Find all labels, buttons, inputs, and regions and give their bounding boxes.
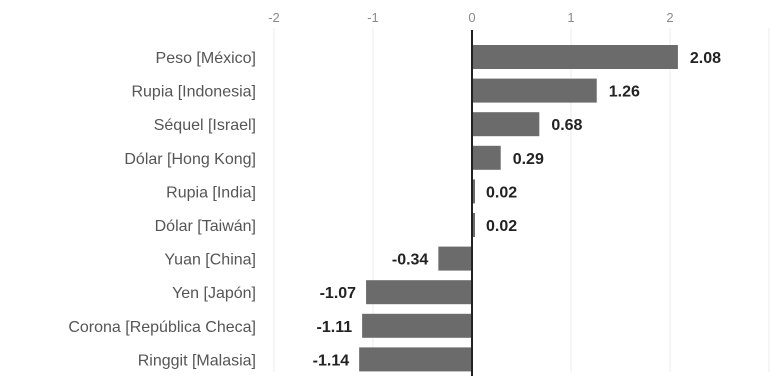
category-label: Séquel [Israel]: [154, 117, 256, 134]
bar: [359, 347, 472, 372]
data-label: -1.14: [313, 352, 350, 369]
x-tick-label: 2: [666, 10, 673, 25]
x-tick-label: -1: [367, 10, 379, 25]
data-label: 0.68: [551, 117, 582, 134]
data-label: -1.11: [317, 319, 353, 336]
data-label: 0.29: [513, 151, 544, 168]
data-label: -1.07: [320, 285, 357, 302]
data-label: 0.02: [486, 218, 517, 235]
bar: [472, 179, 475, 204]
bar: [438, 246, 472, 271]
category-label: Rupia [Indonesia]: [131, 84, 256, 101]
bar: [472, 213, 475, 237]
category-label: Peso [México]: [156, 50, 256, 67]
category-label: Dólar [Hong Kong]: [124, 151, 256, 168]
data-label: 1.26: [609, 84, 640, 101]
data-label: 0.02: [486, 184, 517, 201]
category-label: Rupia [India]: [166, 184, 256, 201]
category-label: Yuan [China]: [164, 252, 256, 269]
bar: [472, 78, 597, 103]
bar: [472, 145, 501, 170]
bar: [472, 45, 678, 69]
category-label: Yen [Japón]: [172, 285, 256, 302]
data-label: -0.34: [392, 252, 429, 269]
bar: [366, 280, 472, 305]
bar: [472, 112, 540, 137]
bar: [362, 313, 472, 338]
x-tick-label: -2: [268, 10, 280, 25]
category-label: Dólar [Taiwán]: [155, 218, 256, 235]
x-tick-label: 0: [468, 10, 475, 25]
category-label: Corona [República Checa]: [68, 319, 256, 336]
x-tick-label: 1: [567, 10, 574, 25]
data-label: 2.08: [690, 50, 721, 67]
category-label: Ringgit [Malasia]: [138, 352, 256, 369]
